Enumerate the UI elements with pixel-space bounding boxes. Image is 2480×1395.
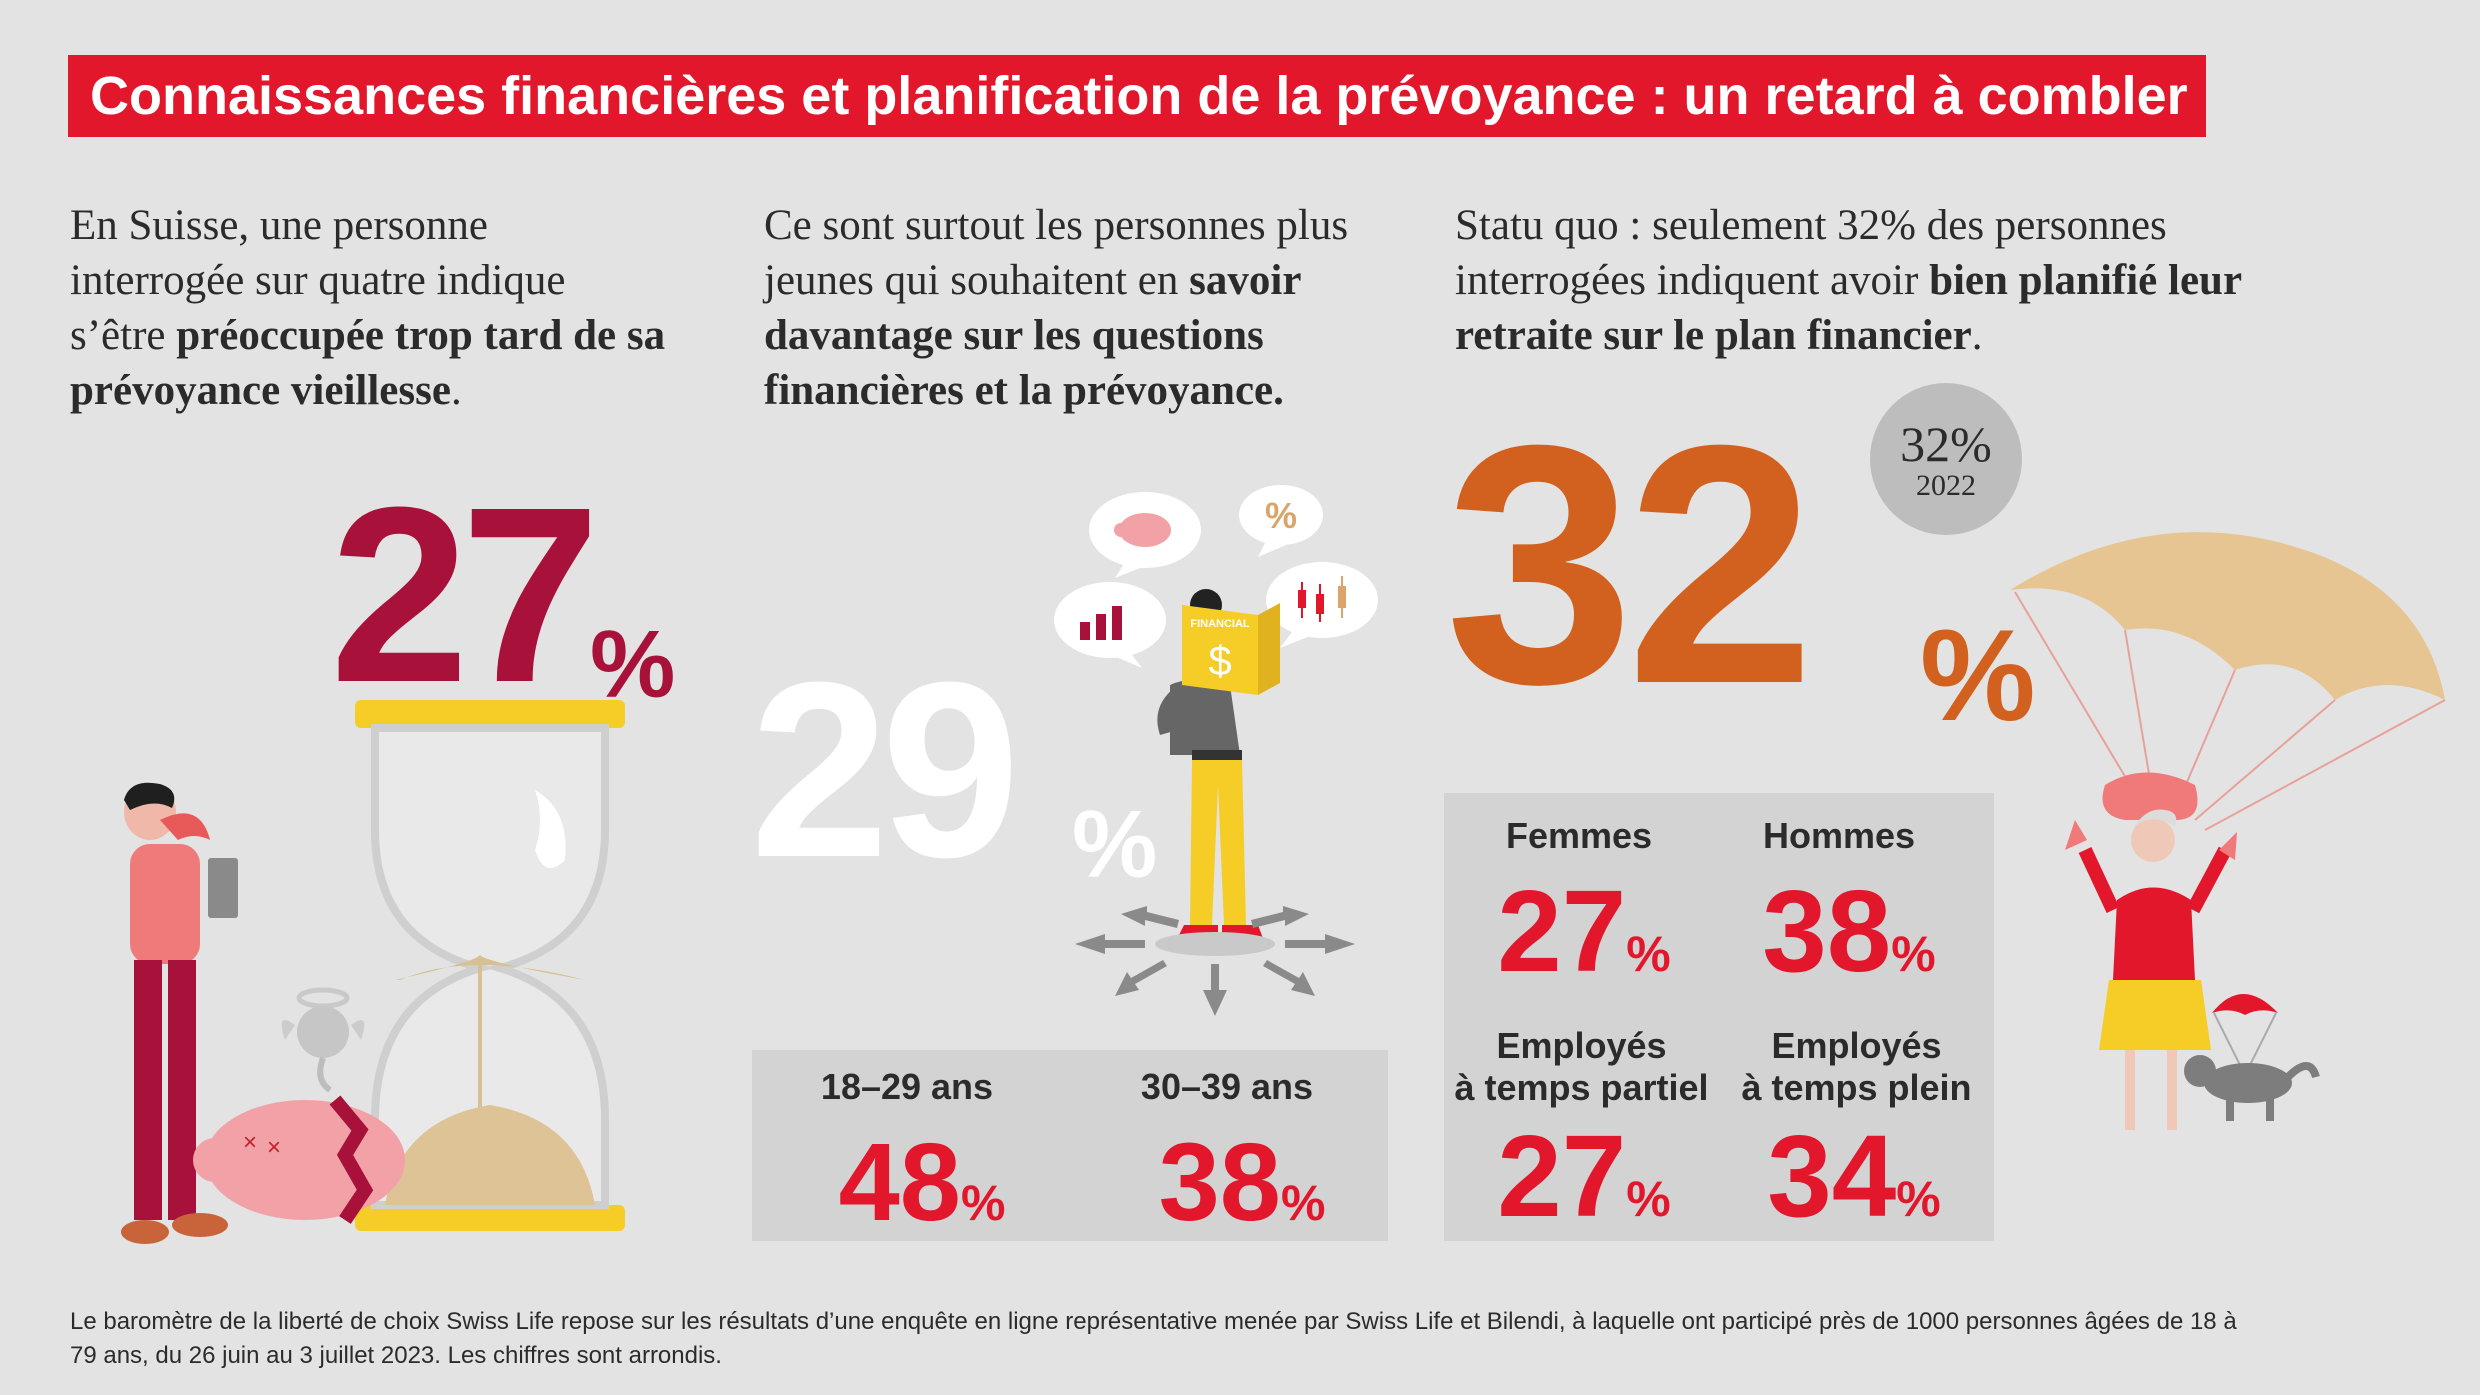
segment-label-men: Hommes xyxy=(1762,815,1916,856)
age-group-label-1: 18–29 ans xyxy=(820,1066,994,1107)
age-group-number-1: 48 xyxy=(838,1121,961,1244)
segment-number-women: 27 xyxy=(1497,866,1627,996)
col3-breakdown-box: Femmes Hommes 27% 38% Employés à temps p… xyxy=(1444,793,1994,1241)
book-label: FINANCIAL xyxy=(1190,618,1250,630)
segment-label-full-time-1: Employés xyxy=(1771,1025,1942,1066)
col3-big-number: 32 xyxy=(1445,395,1815,735)
col3-intro-end: . xyxy=(1971,312,1983,359)
segment-label-part-time-2: à temps partiel xyxy=(1454,1067,1709,1108)
col2-value: 29 xyxy=(750,630,1020,909)
hourglass-icon xyxy=(355,700,625,1231)
segment-number-full-time: 34 xyxy=(1767,1111,1897,1241)
segment-number-part-time: 27 xyxy=(1497,1111,1627,1241)
age-group-number-2: 38 xyxy=(1158,1121,1281,1244)
percent-bubble-symbol: % xyxy=(1265,495,1297,536)
segment-label-part-time-1: Employés xyxy=(1496,1025,1667,1066)
col3-intro-bold: bien planifié leur retraite sur le plan … xyxy=(1455,257,2242,359)
col2-intro-bold: savoir davantage sur les questions finan… xyxy=(764,257,1301,414)
col3-value: 32 xyxy=(1445,375,1815,755)
segment-pct-women: % xyxy=(1626,926,1671,982)
badge-year: 2022 xyxy=(1916,469,1976,502)
col1-intro-bold: préoccupée trop tard de sa prévoyance vi… xyxy=(70,312,666,414)
svg-text:×: × xyxy=(267,1134,281,1161)
segment-label-women: Femmes xyxy=(1505,815,1653,856)
col2-big-number: 29 xyxy=(750,645,1020,895)
candlestick-bubble-icon xyxy=(1266,562,1378,648)
worried-man-icon xyxy=(121,782,238,1244)
thinking-person-icon: FINANCIAL $ xyxy=(1157,589,1280,941)
parachute-grandma-icon xyxy=(2010,532,2446,1130)
segment-label-full-time: Employés à temps plein xyxy=(1719,1025,1994,1109)
bar-chart-bubble-icon xyxy=(1054,582,1166,668)
col1-intro-text: En Suisse, une personne interrogée sur q… xyxy=(70,198,670,418)
col3-big-percent: % xyxy=(1920,602,2036,748)
broken-piggy-bank-icon: × × xyxy=(193,987,405,1224)
segment-number-men: 38 xyxy=(1762,866,1892,996)
col2-breakdown-box: 18–29 ans 30–39 ans 48% 38% xyxy=(752,1050,1388,1241)
segment-value-full-time: 34% xyxy=(1714,1118,1994,1234)
col1-intro-end: . xyxy=(450,367,462,414)
age-group-pct-1: % xyxy=(960,1175,1006,1231)
piggy-bank-bubble-icon xyxy=(1089,492,1201,578)
book-dollar-symbol: $ xyxy=(1208,637,1231,684)
age-group-label-2: 30–39 ans xyxy=(1140,1066,1314,1107)
age-group-pct-2: % xyxy=(1280,1175,1326,1231)
col2-big-percent: % xyxy=(1072,791,1158,898)
col3-intro-text: Statu quo : seulement 32% des personnes … xyxy=(1455,198,2255,363)
segment-value-men: 38% xyxy=(1709,873,1989,989)
page-title: Connaissances financières et planificati… xyxy=(68,55,2206,137)
percent-bubble-icon: % xyxy=(1239,485,1323,557)
direction-arrows-icon xyxy=(1075,906,1355,1016)
age-group-value-1: 48% xyxy=(782,1128,1062,1238)
segment-label-part-time: Employés à temps partiel xyxy=(1444,1025,1719,1109)
age-group-value-2: 38% xyxy=(1102,1128,1382,1238)
col2-intro-text: Ce sont surtout les personnes plus jeune… xyxy=(764,198,1424,418)
previous-year-badge: 32% 2022 xyxy=(1870,383,2022,535)
segment-pct-men: % xyxy=(1891,926,1936,982)
col3-intro-regular: Statu quo : seulement 32% des personnes … xyxy=(1455,202,2167,304)
segment-value-women: 27% xyxy=(1444,873,1724,989)
segment-pct-part-time: % xyxy=(1626,1171,1671,1227)
svg-text:×: × xyxy=(243,1129,257,1156)
segment-label-full-time-2: à temps plein xyxy=(1741,1067,1972,1108)
badge-value: 32% xyxy=(1900,416,1992,472)
col1-value: 27 xyxy=(330,455,600,734)
segment-value-part-time: 27% xyxy=(1444,1118,1724,1234)
col1-intro-regular: En Suisse, une personne interrogée sur q… xyxy=(70,202,566,359)
segment-pct-full-time: % xyxy=(1896,1171,1941,1227)
col1-big-number: 27 xyxy=(330,470,600,720)
footnote: Le baromètre de la liberté de choix Swis… xyxy=(70,1308,2237,1369)
parachute-dog-icon xyxy=(2184,994,2320,1121)
col2-intro-regular: Ce sont surtout les personnes plus jeune… xyxy=(764,202,1349,304)
